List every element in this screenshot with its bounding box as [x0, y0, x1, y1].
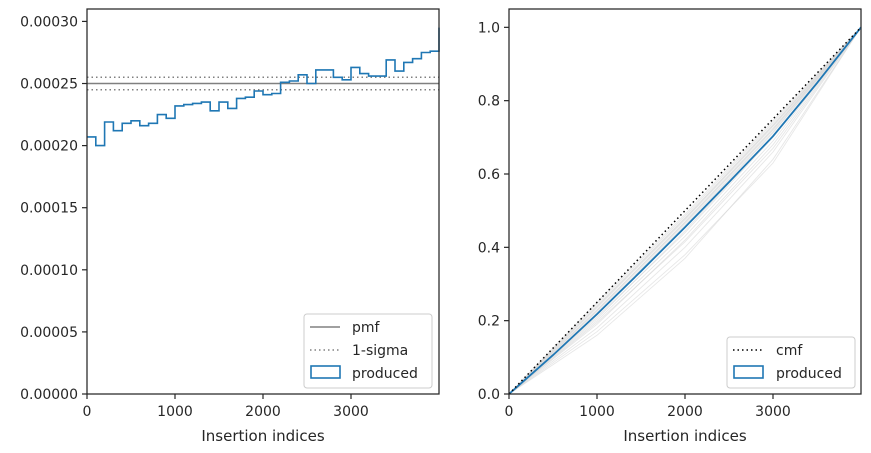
left-x-ticks: 0 1000 2000 3000: [83, 394, 369, 420]
right-cmf-line: [508, 26, 862, 395]
x-tick-label: 2000: [245, 404, 281, 420]
x-tick-label: 1000: [157, 404, 193, 420]
left-legend-box: [303, 313, 433, 389]
right-y-ticks: 0.0 0.2 0.4 0.6 0.8 1.0: [478, 20, 509, 403]
x-tick-label: 0: [505, 404, 514, 420]
left-plot-contents: [87, 27, 440, 147]
y-tick-label: 0.00005: [20, 325, 78, 341]
y-tick-label: 0.00000: [20, 387, 78, 403]
legend-produced-label: produced: [352, 366, 418, 382]
sample-cdf-line: [508, 27, 862, 395]
legend-1-sigma-label: 1-sigma: [352, 343, 408, 359]
x-tick-label: 1000: [579, 404, 615, 420]
sample-cdf-line: [508, 27, 862, 395]
sample-cdf-line: [508, 26, 862, 395]
sample-cdf-line: [508, 27, 862, 395]
right-legend-box: [726, 336, 856, 389]
sample-cdf-line: [508, 27, 862, 395]
sample-cdf-line: [508, 27, 862, 395]
x-tick-label: 3000: [755, 404, 791, 420]
x-tick-label: 0: [83, 404, 92, 420]
right-produced-line: [508, 26, 862, 395]
left-panel: 0.00000 0.00005 0.00010 0.00015 0.00020 0.000…: [20, 8, 440, 445]
y-tick-label: 0.4: [478, 240, 500, 256]
left-y-ticks: 0.00000 0.00005 0.00010 0.00015 0.00020 0.000…: [20, 14, 87, 403]
y-tick-label: 0.00015: [20, 201, 78, 217]
left-x-axis-label: Insertion indices: [201, 427, 324, 445]
legend-produced-swatch: [310, 365, 341, 379]
right-sample-lines: [508, 26, 862, 395]
legend-pmf-label: pmf: [352, 320, 381, 336]
legend-produced-swatch: [733, 365, 764, 379]
sample-cdf-line: [508, 26, 862, 395]
y-tick-label: 1.0: [478, 20, 500, 36]
x-tick-label: 3000: [333, 404, 369, 420]
legend-produced-label: produced: [776, 366, 842, 382]
right-panel: 0.0 0.2 0.4 0.6 0.8 1.0 0 1000 2000 3000 Inserti…: [478, 8, 862, 445]
right-x-ticks: 0 1000 2000 3000: [505, 394, 791, 420]
y-tick-label: 0.00010: [20, 263, 78, 279]
y-tick-label: 0.00030: [20, 14, 78, 30]
right-axes-frame: [508, 8, 862, 395]
y-tick-label: 0.0: [478, 387, 500, 403]
left-legend: pmf 1-sigma produced: [303, 313, 433, 389]
right-legend: cmf produced: [726, 336, 856, 389]
y-tick-label: 0.8: [478, 94, 500, 110]
y-tick-label: 0.00020: [20, 139, 78, 155]
right-x-axis-label: Insertion indices: [623, 427, 746, 445]
sample-cdf-line: [508, 27, 862, 395]
sample-cdf-line: [508, 26, 862, 395]
y-tick-label: 0.2: [478, 314, 500, 330]
y-tick-label: 0.6: [478, 167, 500, 183]
left-produced-step-line: [87, 27, 440, 147]
sample-cdf-line: [508, 27, 862, 395]
sample-cdf-line: [508, 27, 862, 395]
legend-cmf-label: cmf: [776, 343, 803, 359]
x-tick-label: 2000: [667, 404, 703, 420]
y-tick-label: 0.00025: [20, 77, 78, 93]
right-plot-contents: [508, 26, 862, 395]
